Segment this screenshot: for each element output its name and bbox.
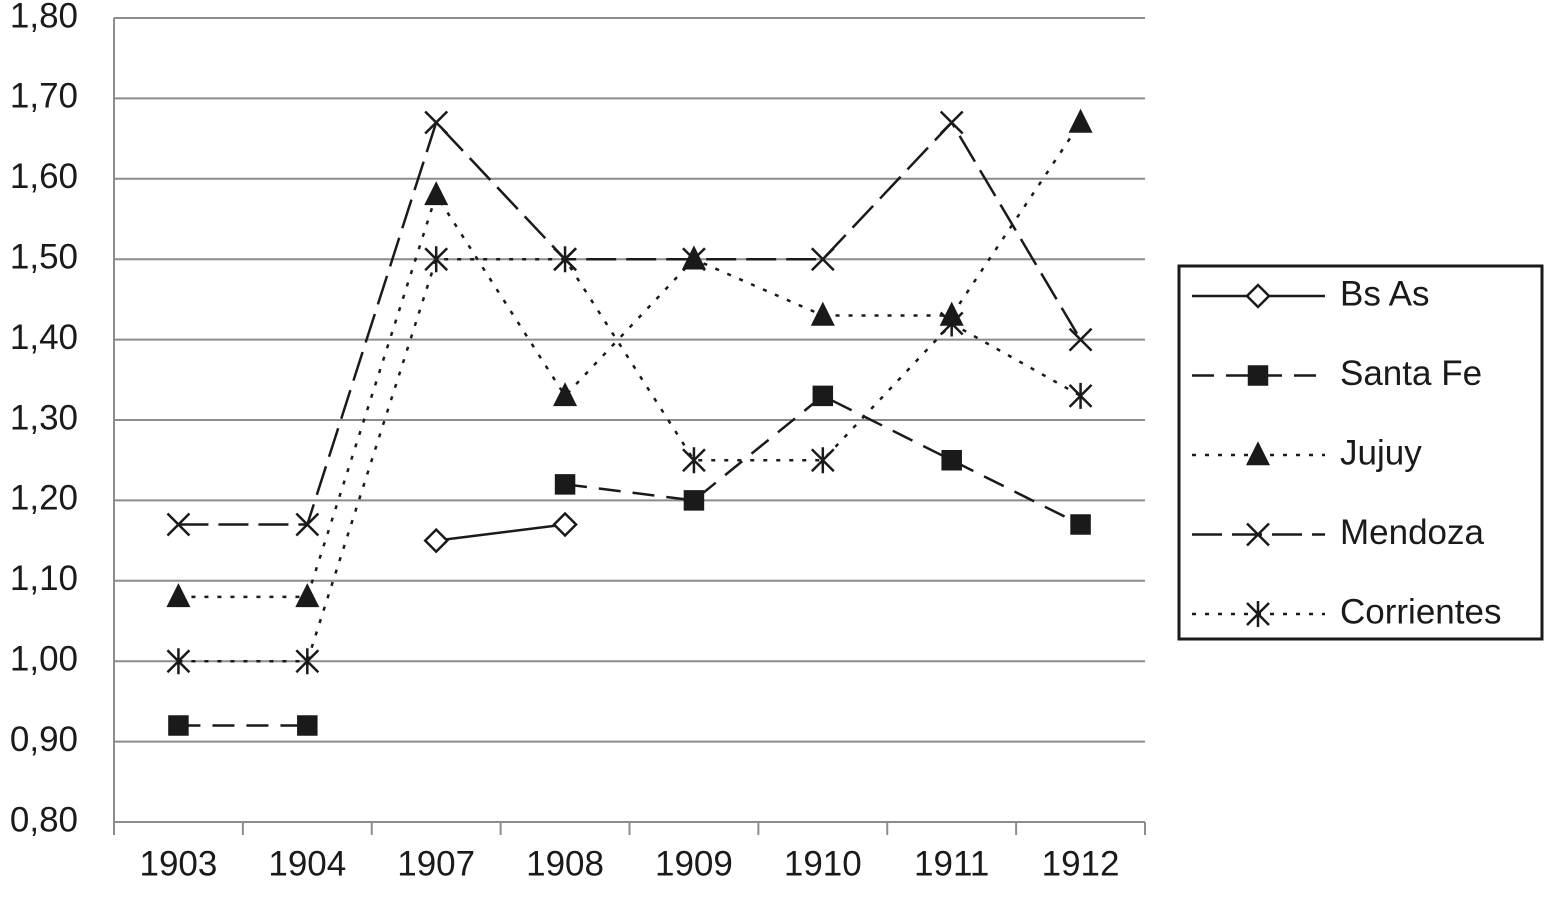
point-marker <box>682 447 706 474</box>
point-marker <box>682 247 706 272</box>
legend-label: Corrientes <box>1340 592 1501 631</box>
legend-label: Mendoza <box>1340 513 1485 552</box>
point-marker <box>297 715 318 736</box>
y-tick-label: 1,40 <box>10 318 78 357</box>
series-line <box>178 121 1082 599</box>
point-marker <box>939 110 964 135</box>
point-marker <box>810 247 835 272</box>
point-marker <box>810 447 835 474</box>
point-marker <box>295 583 320 608</box>
point-marker <box>810 301 835 326</box>
point-marker <box>424 110 449 135</box>
legend-label: Bs As <box>1340 274 1429 313</box>
y-tick-label: 1,50 <box>10 237 78 276</box>
x-tick-label: 1907 <box>397 844 475 883</box>
series-line <box>436 523 566 542</box>
point-marker <box>423 527 449 554</box>
y-tick-label: 1,20 <box>10 479 78 518</box>
point-marker <box>424 246 449 273</box>
point-marker <box>812 385 834 407</box>
point-marker <box>683 490 705 511</box>
legend-marker <box>1247 365 1269 386</box>
legend-marker <box>1245 441 1271 466</box>
point-marker <box>1068 382 1093 409</box>
y-tick-label: 0,90 <box>10 720 78 759</box>
legend-label: Jujuy <box>1340 433 1422 472</box>
series-line <box>178 394 1082 727</box>
point-marker <box>166 583 191 608</box>
y-tick-label: 0,80 <box>10 800 78 839</box>
legend-marker <box>1245 283 1271 309</box>
legend-box <box>1177 264 1544 641</box>
point-marker <box>424 181 449 206</box>
legend-marker <box>1246 522 1270 547</box>
y-tick-label: 1,10 <box>10 559 78 598</box>
point-marker <box>553 246 577 273</box>
x-tick-label: 1904 <box>268 844 346 883</box>
x-tick-label: 1908 <box>526 844 604 883</box>
x-tick-label: 1909 <box>655 844 733 883</box>
point-marker <box>553 382 578 407</box>
series-line <box>178 120 1082 526</box>
point-marker <box>554 474 576 495</box>
point-marker <box>941 449 962 471</box>
point-marker <box>1068 108 1093 133</box>
point-marker <box>295 512 320 537</box>
x-tick-label: 1911 <box>914 844 989 883</box>
legend-marker <box>1246 601 1270 627</box>
point-marker <box>168 715 189 736</box>
legend-label: Santa Fe <box>1340 354 1482 393</box>
point-marker <box>166 648 191 675</box>
y-tick-label: 1,30 <box>10 398 78 437</box>
point-marker <box>1068 327 1093 352</box>
point-marker <box>939 310 964 337</box>
x-tick-label: 1903 <box>140 844 218 883</box>
x-tick-label: 1912 <box>1042 844 1120 883</box>
y-tick-label: 1,80 <box>10 0 78 35</box>
y-tick-label: 1,60 <box>10 157 78 196</box>
point-marker <box>166 512 191 537</box>
point-marker <box>552 511 578 538</box>
y-tick-label: 1,00 <box>10 639 78 678</box>
x-tick-label: 1910 <box>784 844 862 883</box>
y-tick-label: 1,70 <box>10 77 78 116</box>
point-marker <box>1070 514 1091 535</box>
point-marker <box>295 648 320 675</box>
